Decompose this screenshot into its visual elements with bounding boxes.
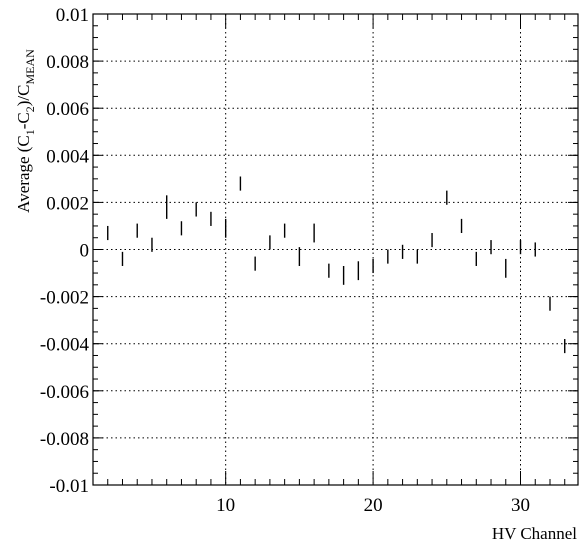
y-tick-label: 0.01 <box>56 5 89 26</box>
x-tick-label: 20 <box>364 495 383 516</box>
y-axis-title-mid: -C <box>14 112 33 129</box>
y-tick-label: -0.004 <box>40 335 90 356</box>
y-tick-label: 0.004 <box>46 146 89 167</box>
y-axis-title-prefix: Average (C <box>14 135 33 213</box>
y-tick-label: -0.002 <box>40 288 89 309</box>
x-tick-label: 10 <box>216 495 235 516</box>
y-axis-title-sub2: 2 <box>23 106 37 112</box>
x-tick-label: 30 <box>511 495 530 516</box>
data-points <box>107 176 566 354</box>
y-tick-labels: 0.01 0.008 0.006 0.004 0.002 0 -0.002 -0.004 -0.… <box>40 5 90 497</box>
y-tick-label: 0.008 <box>46 52 89 73</box>
y-tick-label: 0.002 <box>46 193 89 214</box>
y-axis-title-slash: )/C <box>14 85 33 107</box>
y-tick-label: 0 <box>80 241 90 262</box>
y-tick-label: 0.006 <box>46 99 89 120</box>
grid-lines <box>93 14 578 485</box>
y-axis-title: Average (C1-C2)/CMEAN <box>14 49 37 213</box>
y-tick-label: -0.01 <box>49 476 89 497</box>
x-tick-labels: 10 20 30 <box>216 495 530 516</box>
y-tick-label: -0.008 <box>40 429 89 450</box>
y-axis-title-sub3: MEAN <box>23 49 37 85</box>
x-axis-title: HV Channel <box>492 524 577 543</box>
axis-ticks <box>93 13 578 486</box>
y-axis-title-sub1: 1 <box>23 129 37 135</box>
y-tick-label: -0.006 <box>40 382 89 403</box>
